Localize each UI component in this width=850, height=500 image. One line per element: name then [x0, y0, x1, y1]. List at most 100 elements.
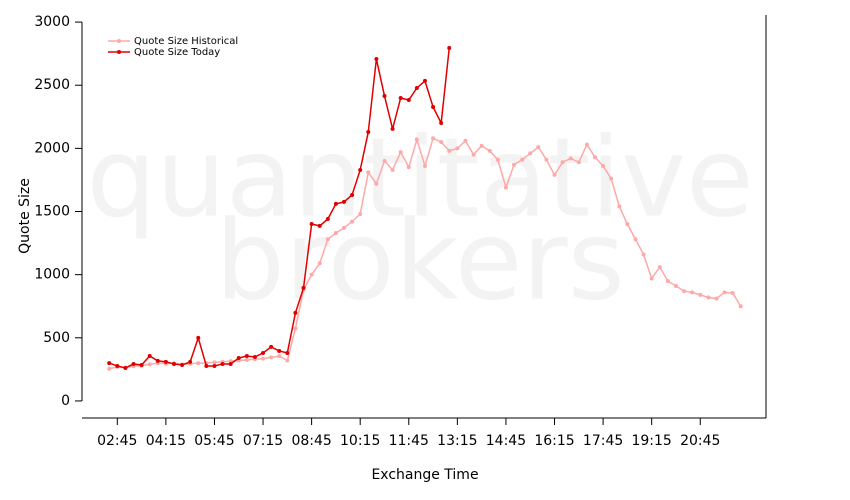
data-point: [325, 237, 330, 242]
data-point: [512, 162, 517, 167]
data-point: [374, 56, 379, 61]
data-point: [390, 167, 395, 172]
data-point: [366, 170, 371, 175]
data-point: [625, 222, 630, 227]
data-point: [649, 276, 654, 281]
data-point: [706, 295, 711, 300]
data-point: [350, 219, 355, 224]
data-point: [682, 289, 687, 294]
x-tick-label: 02:45: [97, 433, 137, 449]
data-point: [503, 185, 508, 190]
data-point: [568, 156, 573, 161]
data-point: [180, 362, 185, 367]
data-point: [309, 222, 314, 227]
x-tick-label: 17:45: [583, 433, 623, 449]
data-point: [107, 366, 112, 371]
data-point: [342, 225, 347, 230]
data-point: [738, 304, 743, 309]
x-tick-label: 08:45: [291, 433, 331, 449]
data-point: [487, 148, 492, 153]
data-point: [131, 361, 136, 366]
data-point: [358, 167, 363, 172]
data-point: [244, 353, 249, 358]
data-point: [342, 199, 347, 204]
data-point: [431, 136, 436, 141]
data-point: [301, 285, 306, 290]
data-point: [665, 278, 670, 283]
data-point: [285, 350, 290, 355]
data-point: [617, 204, 622, 209]
data-point: [277, 348, 282, 353]
data-point: [439, 140, 444, 145]
data-point: [633, 237, 638, 242]
data-point: [690, 290, 695, 295]
data-point: [333, 201, 338, 206]
x-tick-label: 10:15: [340, 433, 380, 449]
data-point: [293, 326, 298, 331]
data-point: [333, 230, 338, 235]
data-point: [293, 310, 298, 315]
x-tick-label: 11:45: [389, 433, 429, 449]
data-point: [382, 158, 387, 163]
legend-label: Quote Size Today: [134, 47, 220, 58]
legend-marker: [117, 39, 121, 43]
data-point: [317, 261, 322, 266]
data-point: [220, 361, 225, 366]
data-point: [244, 357, 249, 362]
data-point: [520, 157, 525, 162]
data-point: [196, 335, 201, 340]
data-point: [714, 296, 719, 301]
data-point: [155, 358, 160, 363]
data-point: [528, 151, 533, 156]
data-point: [325, 216, 330, 221]
data-point: [285, 358, 290, 363]
x-tick-label: 07:15: [243, 433, 283, 449]
data-point: [447, 148, 452, 153]
data-point: [107, 361, 112, 366]
watermark: brokers: [215, 196, 625, 324]
x-tick-label: 16:15: [534, 433, 574, 449]
x-axis-title: Exchange Time: [371, 467, 478, 483]
data-point: [350, 192, 355, 197]
data-point: [422, 78, 427, 83]
data-point: [609, 176, 614, 181]
data-point: [576, 160, 581, 165]
data-point: [123, 365, 128, 370]
data-point: [277, 354, 282, 359]
data-point: [593, 155, 597, 160]
x-tick-label: 20:45: [680, 433, 720, 449]
data-point: [673, 284, 678, 289]
data-point: [196, 361, 201, 366]
data-point: [252, 355, 257, 360]
data-point: [584, 142, 589, 147]
data-point: [147, 362, 152, 367]
data-point: [212, 363, 217, 368]
y-tick-label: 0: [61, 393, 70, 409]
data-point: [536, 145, 541, 150]
x-tick-label: 04:15: [146, 433, 186, 449]
data-point: [261, 356, 266, 361]
data-point: [422, 164, 427, 169]
data-point: [698, 292, 703, 297]
data-point: [358, 212, 363, 217]
data-point: [398, 150, 403, 155]
data-point: [236, 356, 241, 361]
data-point: [309, 272, 314, 277]
data-point: [730, 290, 735, 295]
data-point: [171, 361, 176, 366]
y-tick-label: 2500: [34, 77, 70, 93]
x-tick-label: 14:45: [486, 433, 526, 449]
data-point: [382, 93, 387, 98]
y-tick-label: 1500: [34, 204, 70, 220]
data-point: [455, 146, 460, 151]
data-point: [163, 359, 168, 364]
data-point: [228, 359, 233, 364]
y-tick-label: 2000: [34, 140, 70, 156]
y-tick-label: 1000: [34, 267, 70, 283]
x-tick-label: 19:15: [631, 433, 671, 449]
data-point: [269, 355, 274, 360]
data-point: [147, 353, 152, 358]
data-point: [641, 252, 646, 257]
data-point: [657, 265, 662, 270]
legend-label: Quote Size Historical: [134, 36, 238, 47]
